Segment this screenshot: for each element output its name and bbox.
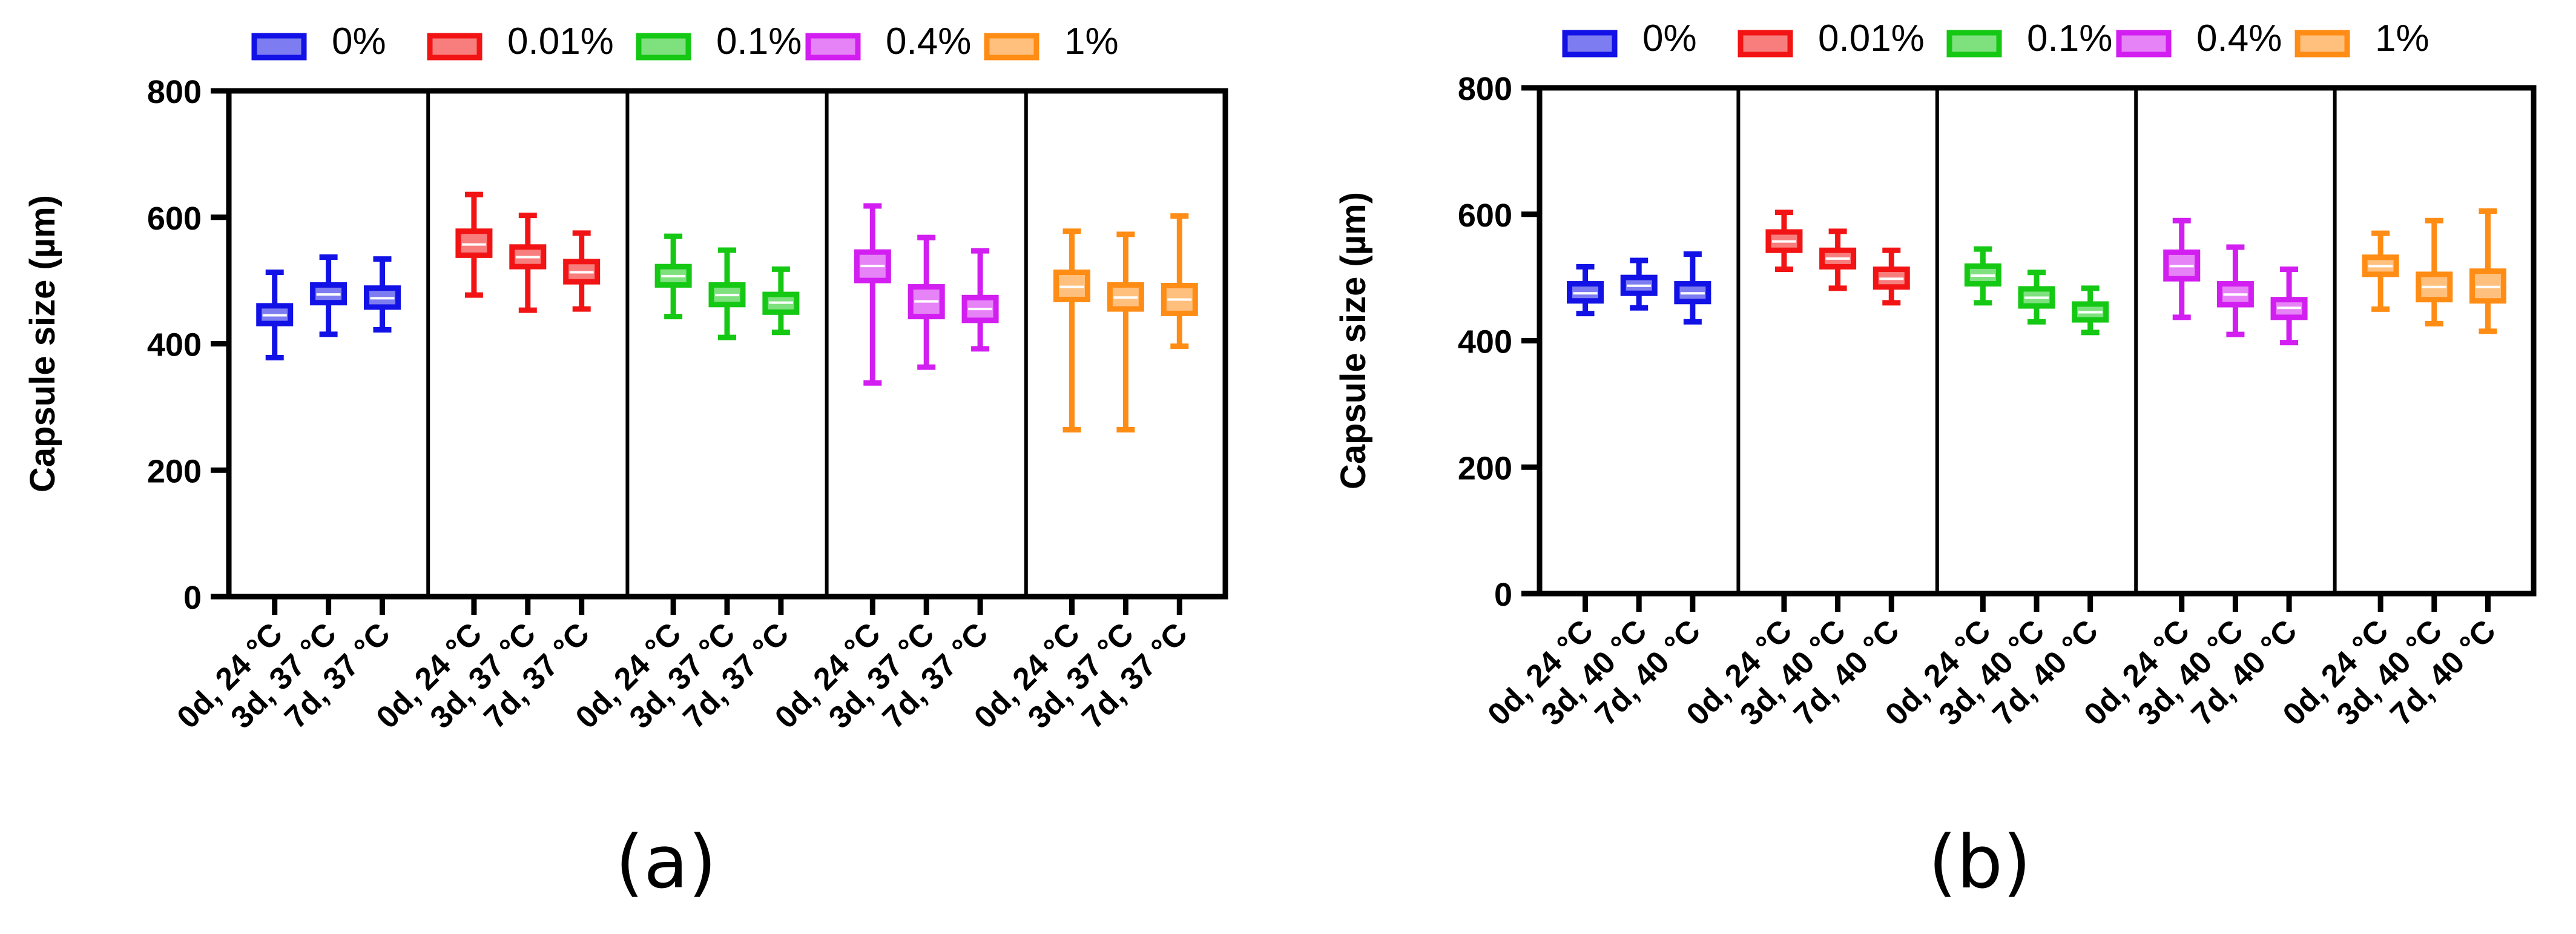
box-iqr	[762, 291, 800, 315]
legend-swatch	[636, 33, 691, 61]
legend-label: 0%	[332, 21, 386, 62]
box-iqr	[455, 228, 493, 258]
y-tick-label: 0	[183, 580, 202, 616]
legend-label: 1%	[1064, 21, 1119, 62]
legend-label: 0.1%	[2027, 18, 2112, 59]
legend-swatch	[251, 33, 307, 61]
legend-swatch	[984, 33, 1039, 61]
legend-label: 0.1%	[716, 21, 802, 62]
panel-label: (a)	[615, 821, 716, 905]
legend-swatch	[1562, 30, 1618, 58]
legend-item: 0.01%	[427, 21, 614, 62]
legend-swatch	[2294, 30, 2350, 58]
legend-swatch	[805, 33, 861, 61]
legend-label: 0%	[1642, 18, 1697, 59]
legend-label: 1%	[2375, 18, 2429, 59]
legend-item: 0.4%	[805, 21, 971, 62]
legend-label: 0.01%	[1818, 18, 1925, 59]
legend-label: 0.4%	[2196, 18, 2282, 59]
y-tick-label: 800	[147, 74, 202, 110]
legend-item: 0%	[1562, 18, 1697, 59]
y-tick-label: 600	[147, 200, 202, 237]
y-tick-label: 200	[1458, 450, 1512, 486]
legend-item: 0.01%	[1738, 18, 1925, 59]
y-tick-label: 400	[147, 327, 202, 363]
legend-swatch	[2116, 30, 2172, 58]
legend-swatch	[1738, 30, 1793, 58]
y-tick-label: 800	[1458, 71, 1512, 107]
y-tick-label: 400	[1458, 324, 1512, 360]
legend-item: 0%	[251, 21, 386, 62]
y-tick-label: 200	[147, 453, 202, 489]
legend-swatch	[427, 33, 483, 61]
legend-label: 0.4%	[886, 21, 971, 62]
panel-label: (b)	[1928, 821, 2031, 905]
chart-panel-b: 0% 0.01% 0.1% 0.4% 1% 0 200 400 600 800 Capsule si…	[1334, 18, 2537, 905]
legend-item: 0.4%	[2116, 18, 2282, 59]
y-tick-label: 600	[1458, 197, 1512, 234]
legend-item: 0.1%	[636, 21, 802, 62]
plot-frame	[226, 88, 1228, 600]
legend-item: 1%	[2294, 18, 2429, 59]
legend-swatch	[1946, 30, 2002, 58]
y-axis-title: Capsule size (µm)	[23, 195, 62, 492]
legend-item: 1%	[984, 21, 1119, 62]
legend-label: 0.01%	[507, 21, 614, 62]
plot-frame	[1537, 85, 2537, 597]
legend-item: 0.1%	[1946, 18, 2112, 59]
y-axis-title: Capsule size (µm)	[1334, 192, 1373, 489]
y-tick-label: 0	[1494, 577, 1512, 613]
